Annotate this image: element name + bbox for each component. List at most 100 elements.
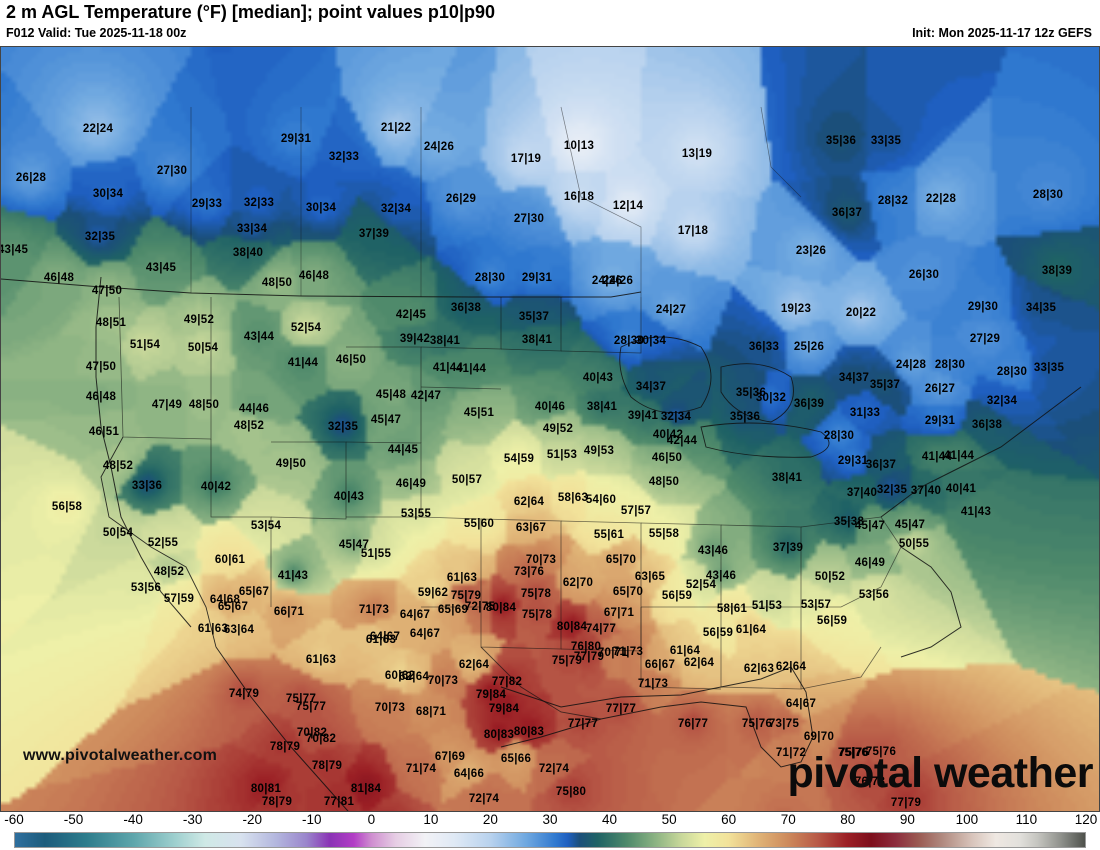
point-value-label: 61|63 [305, 654, 337, 666]
point-value-label: 64|68 [209, 594, 241, 606]
point-value-label: 50|52 [814, 571, 846, 583]
point-value-label: 75|77 [285, 693, 317, 705]
point-value-label: 80|83 [513, 726, 545, 738]
point-value-label: 75|76 [865, 746, 897, 758]
point-value-label: 30|34 [92, 188, 124, 200]
watermark-url: www.pivotalweather.com [23, 747, 218, 764]
point-value-label: 61|64 [735, 624, 767, 636]
point-value-label: 34|37 [635, 381, 667, 393]
point-value-label: 13|19 [681, 148, 713, 160]
border-path [800, 646, 882, 690]
point-value-label: 33|35 [1033, 362, 1065, 374]
point-value-label: 65|69 [437, 604, 469, 616]
point-value-label: 65|70 [612, 586, 644, 598]
point-value-label: 17|19 [510, 153, 542, 165]
point-value-label: 35|37 [869, 379, 901, 391]
point-value-label: 29|33 [191, 198, 223, 210]
point-value-label: 42|44 [666, 435, 698, 447]
border-path [560, 106, 642, 297]
point-value-label: 70|73 [525, 554, 557, 566]
point-value-label: 22|24 [82, 123, 114, 135]
colorbar-gradient [14, 832, 1086, 848]
border-path [420, 516, 482, 608]
point-value-label: 48|52 [233, 420, 265, 432]
point-value-label: 43|45 [0, 244, 29, 256]
point-value-label: 12|14 [612, 200, 644, 212]
point-value-label: 49|53 [583, 445, 615, 457]
point-value-label: 75|76 [837, 747, 869, 759]
point-value-label: 45|51 [463, 407, 495, 419]
point-value-label: 50|57 [451, 474, 483, 486]
point-value-label: 20|22 [845, 307, 877, 319]
point-value-label: 29|30 [967, 301, 999, 313]
point-value-label: 50|54 [187, 342, 219, 354]
point-value-label: 70|82 [296, 727, 328, 739]
colorbar-tick: 30 [542, 812, 558, 827]
colorbar: -60 -50 -40 -30 -20 -10 0 10 20 30 40 50 60 70 80 90 100… [0, 812, 1100, 850]
point-value-label: 41|44 [921, 451, 953, 463]
point-value-label: 64|67 [785, 698, 817, 710]
point-value-label: 61|64 [669, 645, 701, 657]
point-value-label: 70|82 [305, 733, 337, 745]
point-value-label: 45|47 [338, 539, 370, 551]
point-value-label: 43|46 [697, 545, 729, 557]
point-value-label: 44|45 [387, 444, 419, 456]
point-value-label: 36|37 [831, 207, 863, 219]
point-value-label: 77|81 [323, 796, 355, 808]
colorbar-tick: 110 [1015, 812, 1038, 827]
point-value-label: 30|34 [635, 335, 667, 347]
colorbar-tick: -40 [123, 812, 143, 827]
point-value-label: 70|73 [427, 675, 459, 687]
border-path [420, 386, 502, 390]
border-path [95, 276, 192, 628]
point-value-label: 47|50 [85, 361, 117, 373]
point-value-label: 41|44 [287, 357, 319, 369]
point-value-label: 75|77 [295, 701, 327, 713]
point-value-label: 65|67 [238, 586, 270, 598]
header-bar: 2 m AGL Temperature (°F) [median]; point… [0, 0, 1100, 46]
point-value-label: 75|76 [741, 718, 773, 730]
colorbar-tick: -10 [302, 812, 322, 827]
point-value-label: 43|46 [705, 570, 737, 582]
point-value-label: 40|41 [945, 483, 977, 495]
border-path [480, 646, 602, 720]
brand-logo: pivotal weather [787, 749, 1093, 797]
point-value-label: 62|64 [513, 496, 545, 508]
point-value-label: 30|32 [755, 392, 787, 404]
border-path [880, 386, 1082, 518]
point-value-label: 28|30 [996, 366, 1028, 378]
point-value-label: 53|56 [130, 582, 162, 594]
point-value-label: 32|35 [84, 231, 116, 243]
border-path [480, 607, 562, 650]
point-value-label: 70|71 [597, 647, 629, 659]
point-value-label: 54|59 [503, 453, 535, 465]
point-value-label: 78|79 [311, 760, 343, 772]
point-value-label: 41|44 [943, 450, 975, 462]
point-value-label: 29|31 [521, 272, 553, 284]
point-value-label: 19|23 [780, 303, 812, 315]
point-value-label: 51|53 [546, 449, 578, 461]
point-value-label: 77|82 [491, 676, 523, 688]
point-value-label: 55|61 [593, 529, 625, 541]
border-path [270, 441, 347, 520]
colorbar-tick: 60 [721, 812, 737, 827]
map-canvas[interactable]: 22|24 26|28 27|30 30|34 29|33 32|33 30|34 32|35… [0, 46, 1100, 812]
point-value-label: 64|67 [409, 628, 441, 640]
point-value-label: 48|52 [102, 460, 134, 472]
point-value-label: 58|61 [716, 603, 748, 615]
point-value-label: 26|29 [445, 193, 477, 205]
point-value-label: 32|34 [380, 203, 412, 215]
point-value-label: 62|64 [398, 671, 430, 683]
point-value-label: 65|66 [500, 753, 532, 765]
point-value-label: 43|45 [145, 262, 177, 274]
point-value-label: 49|52 [542, 423, 574, 435]
point-value-label: 77|77 [567, 718, 599, 730]
point-value-label: 26|30 [908, 269, 940, 281]
border-path [700, 422, 830, 458]
point-value-label: 38|41 [586, 401, 618, 413]
point-value-label: 45|47 [894, 519, 926, 531]
point-value-label: 27|30 [156, 165, 188, 177]
point-value-label: 40|42 [652, 429, 684, 441]
point-value-label: 62|64 [775, 661, 807, 673]
